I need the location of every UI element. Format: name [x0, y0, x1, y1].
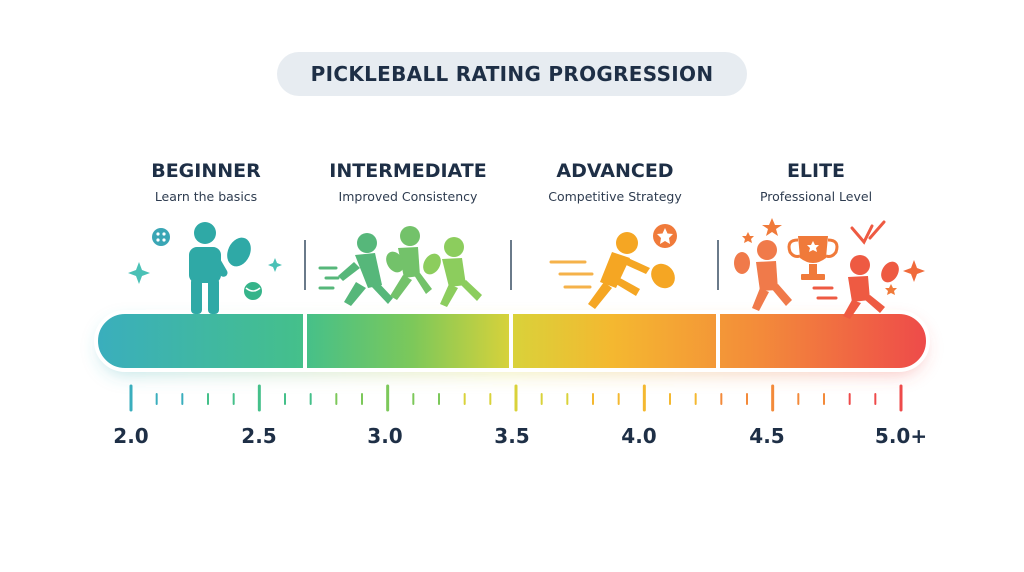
level-name: BEGINNER — [151, 160, 261, 182]
tick-label-2-5: 2.5 — [241, 424, 277, 448]
tick-label-4-5: 4.5 — [749, 424, 785, 448]
level-name: ADVANCED — [556, 160, 674, 182]
star-icon — [742, 218, 897, 295]
page-title: PICKLEBALL RATING PROGRESSION — [310, 62, 714, 86]
level-subtitle: Improved Consistency — [338, 189, 478, 204]
tick-label-4-0: 4.0 — [621, 424, 657, 448]
beginner-player-icon — [189, 222, 251, 314]
star-icon — [653, 224, 677, 248]
tick-label-3-5: 3.5 — [494, 424, 530, 448]
sparkle-icon — [128, 258, 282, 284]
scale-ticks — [129, 384, 903, 412]
level-intermediate: INTERMEDIATE Improved Consistency — [298, 160, 518, 204]
tick-label-5-0-plus: 5.0+ — [874, 424, 928, 448]
tick-label-2-0: 2.0 — [113, 424, 149, 448]
sparkle-icon — [903, 260, 925, 282]
level-name: INTERMEDIATE — [329, 160, 487, 182]
level-subtitle: Professional Level — [759, 189, 873, 204]
advanced-player-icon — [549, 232, 675, 309]
level-subtitle: Learn the basics — [154, 189, 258, 204]
trophy-icon — [787, 236, 839, 280]
elite-players-icon — [734, 220, 899, 319]
ball-icon — [152, 228, 262, 300]
tick-label-3-0: 3.0 — [367, 424, 403, 448]
level-name: ELITE — [786, 160, 846, 182]
level-beginner: BEGINNER Learn the basics — [96, 160, 316, 204]
level-elite: ELITE Professional Level — [706, 160, 926, 204]
level-advanced: ADVANCED Competitive Strategy — [505, 160, 725, 204]
title-banner: PICKLEBALL RATING PROGRESSION — [277, 52, 747, 96]
level-subtitle: Competitive Strategy — [548, 189, 682, 204]
intermediate-players-icon — [318, 226, 482, 307]
